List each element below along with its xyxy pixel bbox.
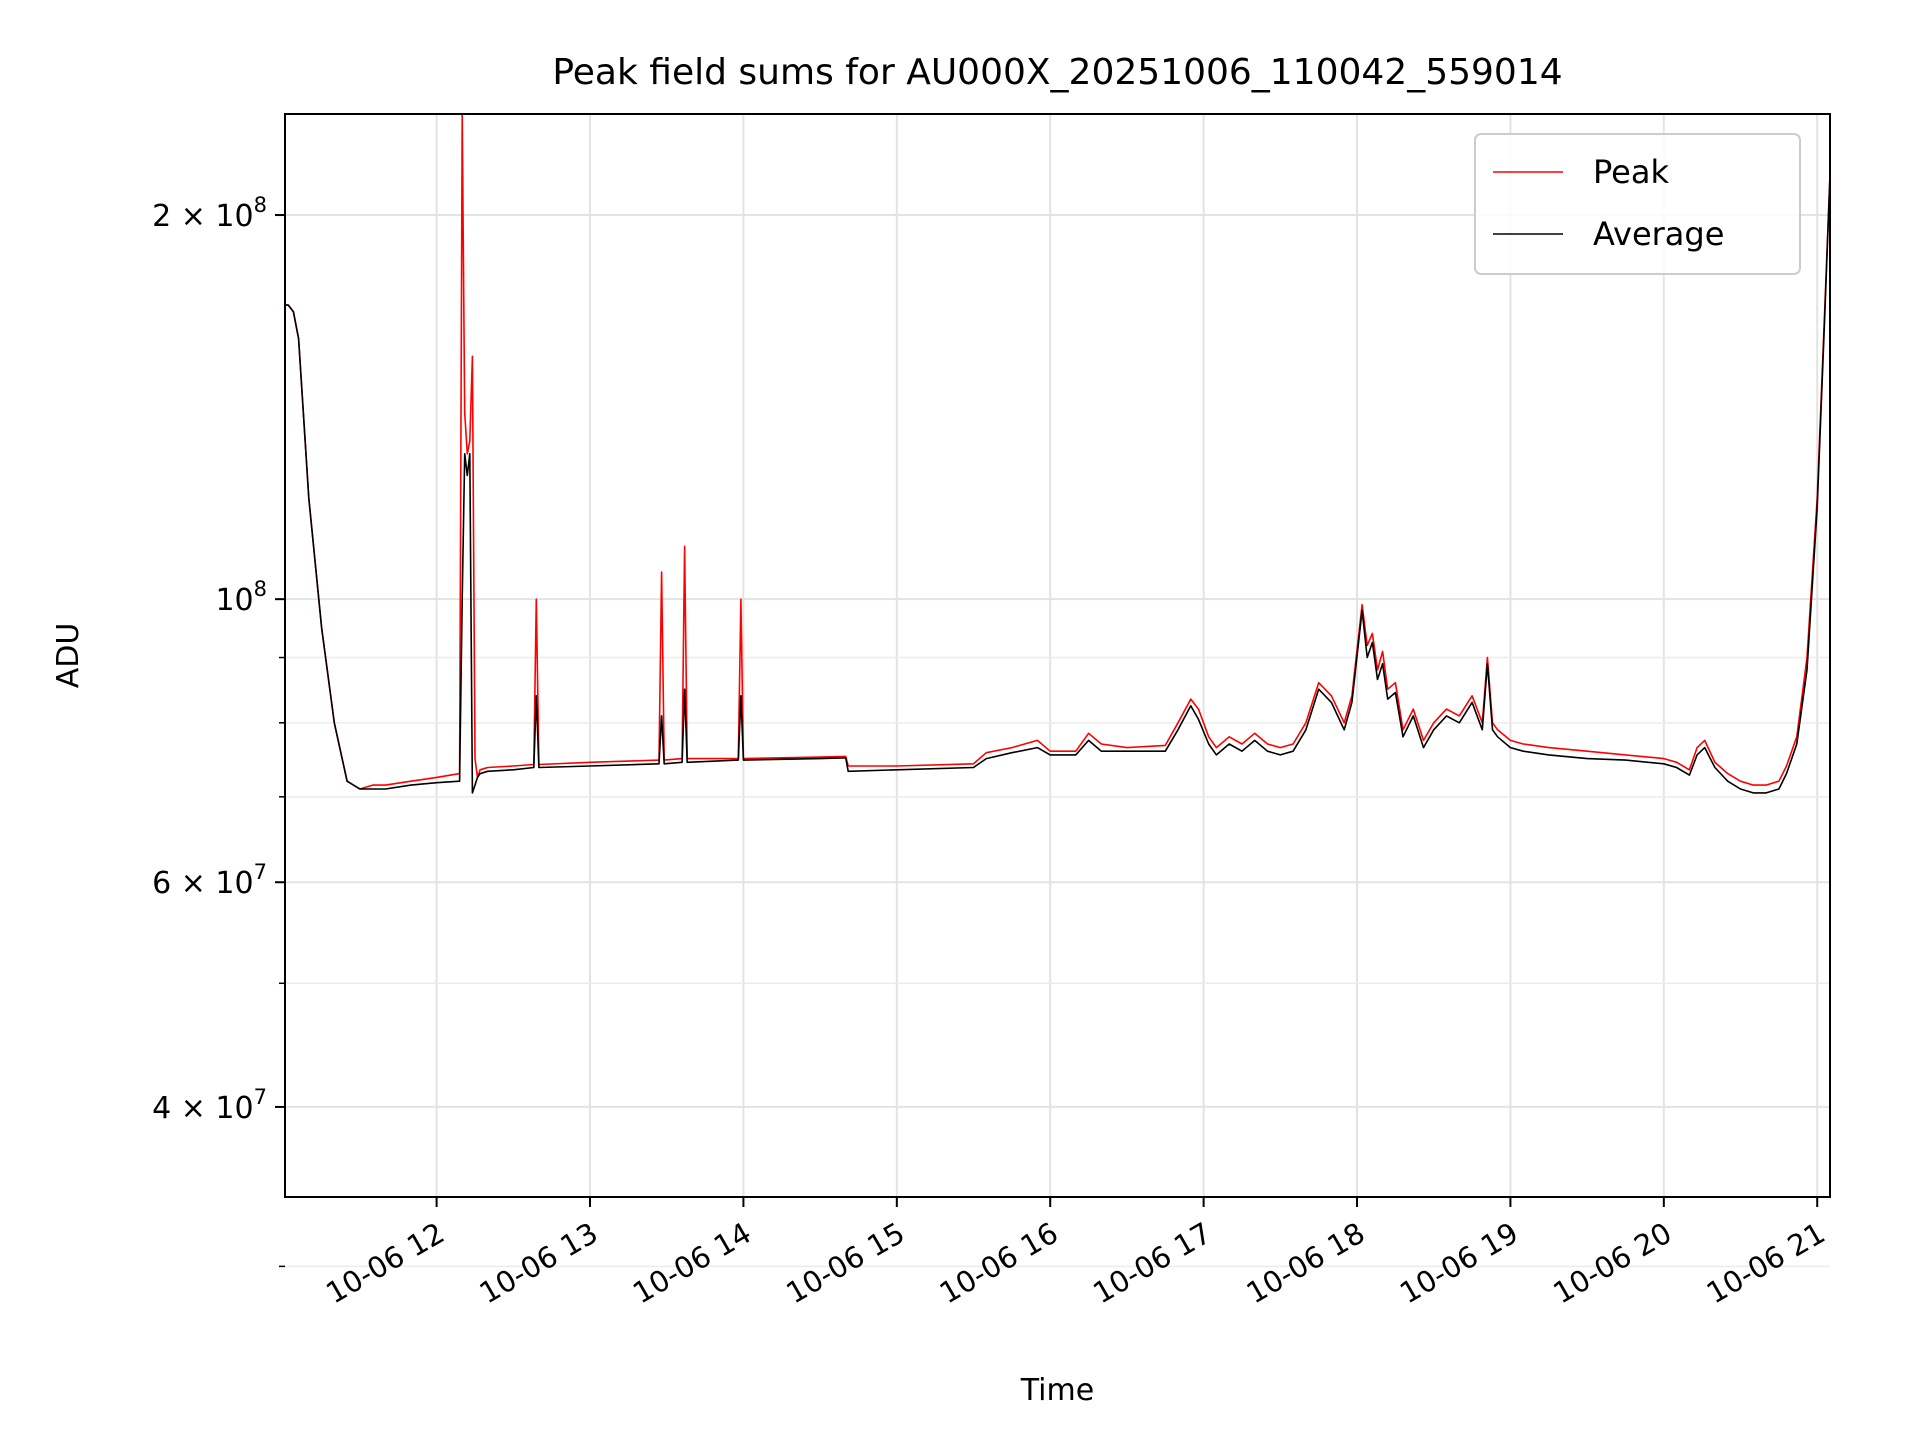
- y-tick-label: 6 × 107: [152, 860, 267, 901]
- legend: Peak Average: [1474, 133, 1801, 275]
- y-tick-label: 4 × 107: [152, 1085, 267, 1126]
- chart-title: Peak field sums for AU000X_20251006_1100…: [552, 52, 1562, 93]
- series-line-average: [285, 174, 1831, 794]
- series-line-peak: [285, 113, 1831, 790]
- legend-label-peak: Peak: [1593, 153, 1669, 191]
- plot-frame: [284, 113, 1831, 1198]
- y-tick-label: 108: [215, 577, 267, 618]
- legend-box: [1474, 133, 1801, 275]
- data-series: [285, 113, 1831, 794]
- y-tick-label: 2 × 108: [152, 193, 267, 234]
- grid-lines: [285, 114, 1830, 1268]
- x-axis-label: Time: [1020, 1373, 1094, 1408]
- legend-label-average: Average: [1593, 215, 1724, 253]
- y-axis-label: ADU: [51, 623, 86, 689]
